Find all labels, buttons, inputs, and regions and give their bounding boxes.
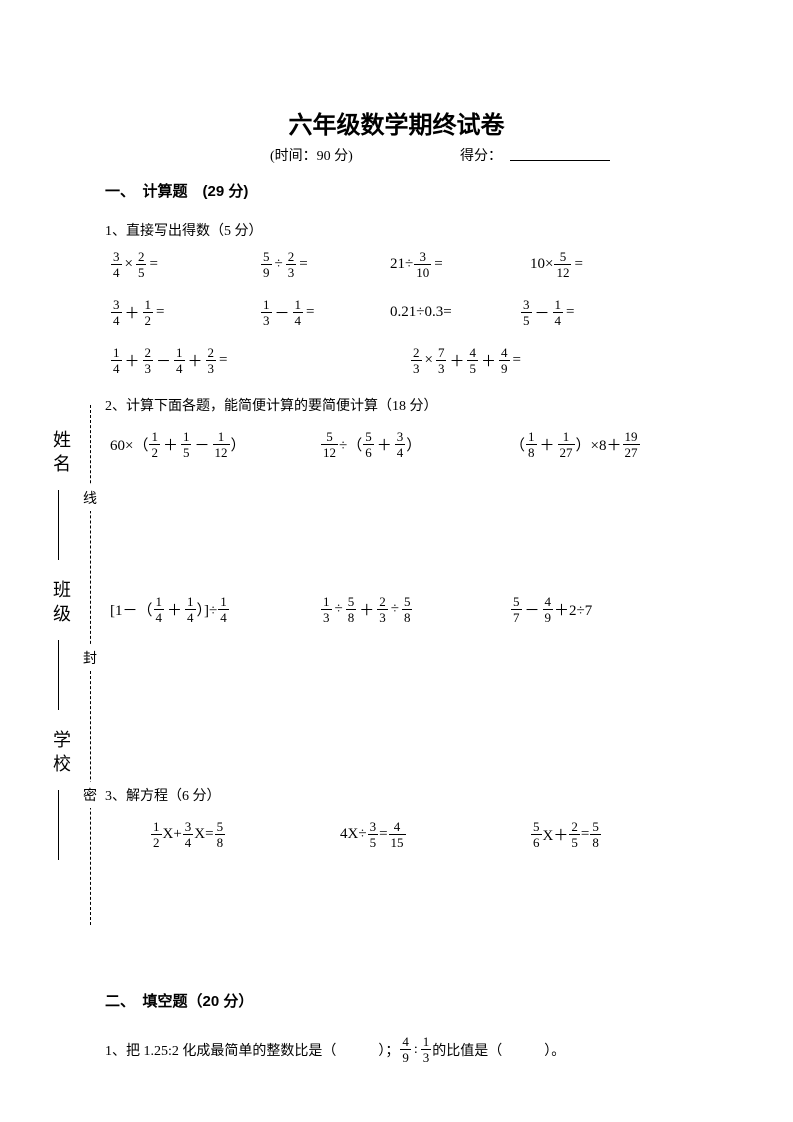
edge-name-label: 姓名 [48,430,74,478]
q1-3-prompt: 3、解方程（6 分） [105,785,221,805]
expr-2b: 13 － 14 = [260,298,390,327]
edge-line-1 [58,490,59,560]
time-label: (时间：90 分) [270,145,353,165]
score-blank [510,160,610,161]
expr-6b: 4X÷ 35 = 415 [340,820,530,849]
edge-line-3 [58,790,59,860]
expr-3b: 23 × 73 ＋ 45 ＋ 49 = [410,346,523,375]
calc-row-6: 12 X+ 34 X= 58 4X÷ 35 = 415 56 X＋ 25 = 5… [150,820,602,849]
q2-1-text-a: 1、把 1.25:2 化成最简单的整数比是（ ）； [105,1040,399,1060]
expr-5b: 13 ÷ 58 ＋ 23 ÷ 58 [320,595,510,624]
expr-1b: 59 ÷ 23 = [260,250,390,279]
edge-line-2 [58,640,59,710]
expr-4a: 60×（ 12 ＋ 15 － 112 ） [110,430,320,459]
expr-5c: 57 － 49 ＋2÷7 [510,595,592,624]
expr-2d: 35 － 14 = [520,298,576,327]
expr-4c: （ 18 ＋ 127 ）×8＋ 1927 [510,430,641,459]
expr-1d: 10× 512 = [530,250,585,279]
edge-school-label: 学校 [48,730,74,778]
seal-char-mi: 密 [83,782,97,808]
q2-1-text-b: 的比值是（ ）。 [432,1040,565,1060]
expr-6a: 12 X+ 34 X= 58 [150,820,340,849]
expr-2c: 0.21÷0.3= [390,298,520,327]
expr-6c: 56 X＋ 25 = 58 [530,820,602,849]
section-2-heading: 二、 填空题（20 分） [105,990,253,1011]
page-title: 六年级数学期终试卷 [0,105,793,140]
expr-5a: [1－（ 14 ＋ 14 ）]÷ 14 [110,595,320,624]
expr-4b: 512 ÷（ 56 ＋ 34 ） [320,430,510,459]
expr-1c: 21÷ 310 = [390,250,530,279]
seal-char-feng: 封 [83,645,97,671]
seal-char-xian: 线 [83,485,97,511]
expr-1a: 34 × 25 = [110,250,260,279]
q2-1-prompt: 1、把 1.25:2 化成最简单的整数比是（ ）； 49 : 13 的比值是（ … [105,1035,565,1064]
expr-3a: 14 ＋ 23 － 14 ＋ 23 = [110,346,410,375]
expr-2a: 34 ＋ 12 = [110,298,260,327]
calc-row-1: 34 × 25 = 59 ÷ 23 = 21÷ 310 = 10× 512 = [110,250,585,279]
q1-1-prompt: 1、直接写出得数（5 分） [105,220,263,240]
calc-row-4: 60×（ 12 ＋ 15 － 112 ） 512 ÷（ 56 ＋ 34 ） （ … [110,430,641,459]
edge-class-label: 班级 [48,580,74,628]
exam-page: 六年级数学期终试卷 (时间：90 分) 得分： 一、 计算题 (29 分) 1、… [0,0,793,1122]
q1-2-prompt: 2、计算下面各题，能简便计算的要简便计算（18 分） [105,395,438,415]
calc-row-5: [1－（ 14 ＋ 14 ）]÷ 14 13 ÷ 58 ＋ 23 ÷ 58 57… [110,595,592,624]
calc-row-3: 14 ＋ 23 － 14 ＋ 23 = 23 × 73 ＋ 45 ＋ 49 = [110,346,523,375]
section-1-heading: 一、 计算题 (29 分) [105,180,248,201]
score-label: 得分： [460,145,502,165]
calc-row-2: 34 ＋ 12 = 13 － 14 = 0.21÷0.3= 35 － 14 = [110,298,576,327]
